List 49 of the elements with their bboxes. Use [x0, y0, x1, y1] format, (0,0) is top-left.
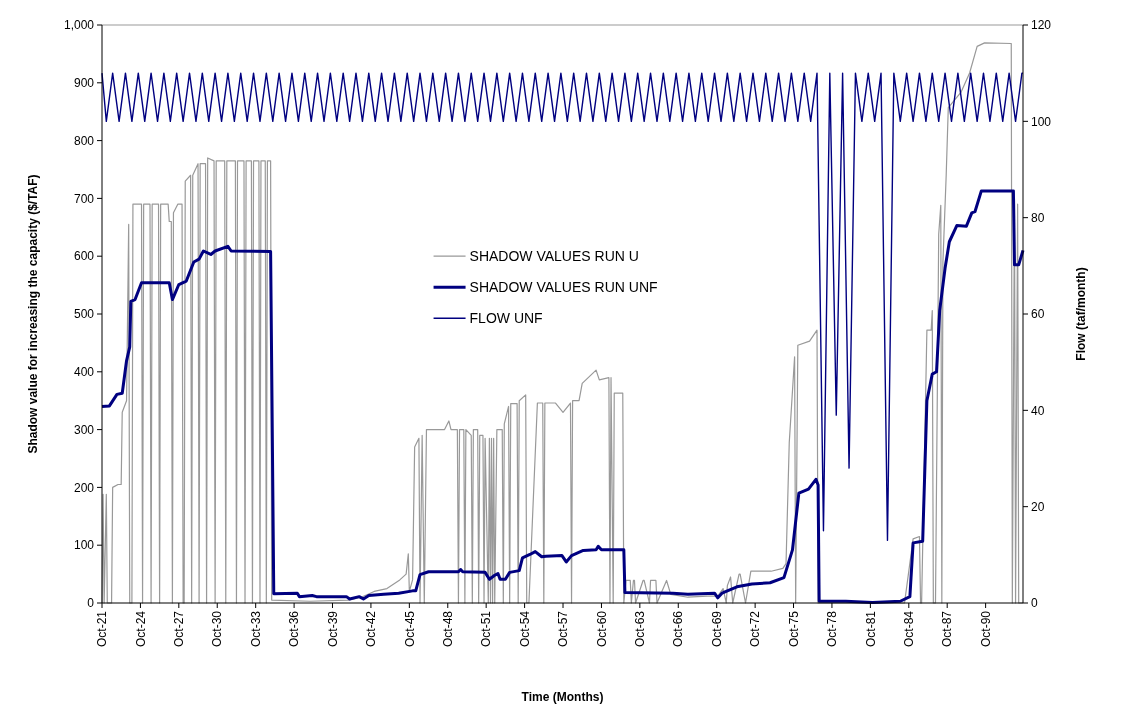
y-tick-label: 100 — [73, 538, 95, 553]
y-tick-label: 0 — [87, 596, 95, 611]
x-tick-label: Oct-63 — [633, 610, 648, 648]
x-tick-label: Oct-45 — [402, 610, 417, 648]
x-tick-label: Oct-78 — [825, 610, 840, 648]
x-tick-label: Oct-57 — [556, 610, 571, 648]
y-tick-label: 800 — [73, 133, 95, 148]
x-tick-label: Oct-33 — [248, 610, 263, 648]
x-tick-label: Oct-24 — [133, 610, 148, 648]
y-tick-label: 900 — [73, 76, 95, 90]
x-tick-label: Oct-30 — [210, 610, 225, 648]
y2-tick-label: 0 — [1031, 596, 1038, 611]
x-tick-label: Oct-27 — [172, 610, 187, 648]
x-tick-label: Oct-42 — [364, 610, 379, 648]
x-tick-label: Oct-87 — [940, 610, 955, 648]
y2-tick-label: 60 — [1031, 307, 1045, 322]
x-tick-label: Oct-51 — [479, 610, 494, 648]
y2-tick-label: 40 — [1031, 403, 1045, 418]
y2-tick-label: 100 — [1031, 114, 1052, 129]
y-tick-label: 400 — [73, 365, 95, 379]
legend-label: SHADOW VALUES RUN UNF — [469, 279, 658, 296]
x-axis-title: Time (Months) — [521, 690, 604, 704]
y2-tick-label: 80 — [1031, 210, 1045, 225]
x-tick-label: Oct-21 — [95, 610, 110, 648]
x-tick-label: Oct-36 — [287, 610, 302, 648]
y-tick-label: 300 — [73, 422, 95, 437]
legend-label: SHADOW VALUES RUN U — [469, 248, 639, 265]
x-tick-label: Oct-75 — [786, 610, 801, 648]
y2-tick-label: 120 — [1031, 18, 1052, 33]
x-tick-label: Oct-69 — [709, 610, 724, 648]
legend-label: FLOW UNF — [469, 310, 543, 327]
y-tick-label: 1,000 — [63, 18, 95, 33]
y-tick-label: 700 — [73, 191, 95, 206]
y2-tick-label: 20 — [1031, 499, 1045, 514]
y2-axis-title: Flow (taf/month) — [1074, 267, 1088, 361]
x-tick-label: Oct-84 — [902, 610, 916, 648]
x-tick-label: Oct-48 — [440, 610, 455, 648]
x-tick-label: Oct-60 — [594, 610, 609, 648]
x-tick-label: Oct-90 — [978, 610, 993, 648]
line-series — [101, 72, 1024, 542]
x-tick-label: Oct-72 — [748, 610, 763, 648]
y-tick-label: 200 — [73, 480, 95, 495]
x-tick-label: Oct-54 — [517, 610, 532, 648]
x-tick-label: Oct-66 — [671, 610, 686, 648]
y-axis-title: Shadow value for increasing the capacity ($/TAF) — [26, 174, 40, 454]
y-tick-label: 600 — [73, 249, 95, 264]
x-tick-label: Oct-81 — [863, 610, 878, 648]
y-tick-label: 500 — [73, 307, 95, 322]
x-tick-label: Oct-39 — [325, 610, 340, 648]
